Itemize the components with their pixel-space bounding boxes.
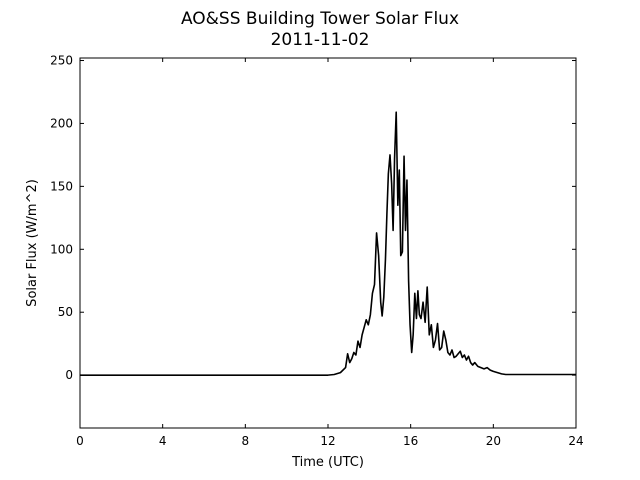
y-axis-ticks: 0 50 100 150 200 250: [50, 54, 576, 382]
plot-area-frame: [79, 57, 577, 429]
x-tick-label: 20: [486, 434, 501, 448]
solar-flux-series-line: [80, 111, 576, 376]
y-tick-label: 150: [50, 179, 73, 193]
chart-title: AO&SS Building Tower Solar Flux: [181, 9, 459, 29]
y-tick-label: 50: [58, 305, 73, 319]
x-tick-label: 12: [320, 434, 335, 448]
y-tick-label: 250: [50, 54, 73, 68]
x-axis-label: Time (UTC): [291, 455, 364, 470]
x-tick-label: 0: [76, 434, 84, 448]
x-tick-label: 16: [403, 434, 418, 448]
x-tick-label: 8: [242, 434, 250, 448]
x-tick-label: 24: [568, 434, 583, 448]
y-axis-label: Solar Flux (W/m^2): [25, 179, 40, 307]
y-tick-label: 0: [65, 368, 73, 382]
x-axis-ticks: 0 4 8 12 16 20 24: [76, 58, 584, 448]
y-tick-label: 100: [50, 242, 73, 256]
chart-subtitle: 2011-11-02: [271, 30, 370, 50]
y-tick-label: 200: [50, 116, 73, 130]
x-tick-label: 4: [159, 434, 167, 448]
